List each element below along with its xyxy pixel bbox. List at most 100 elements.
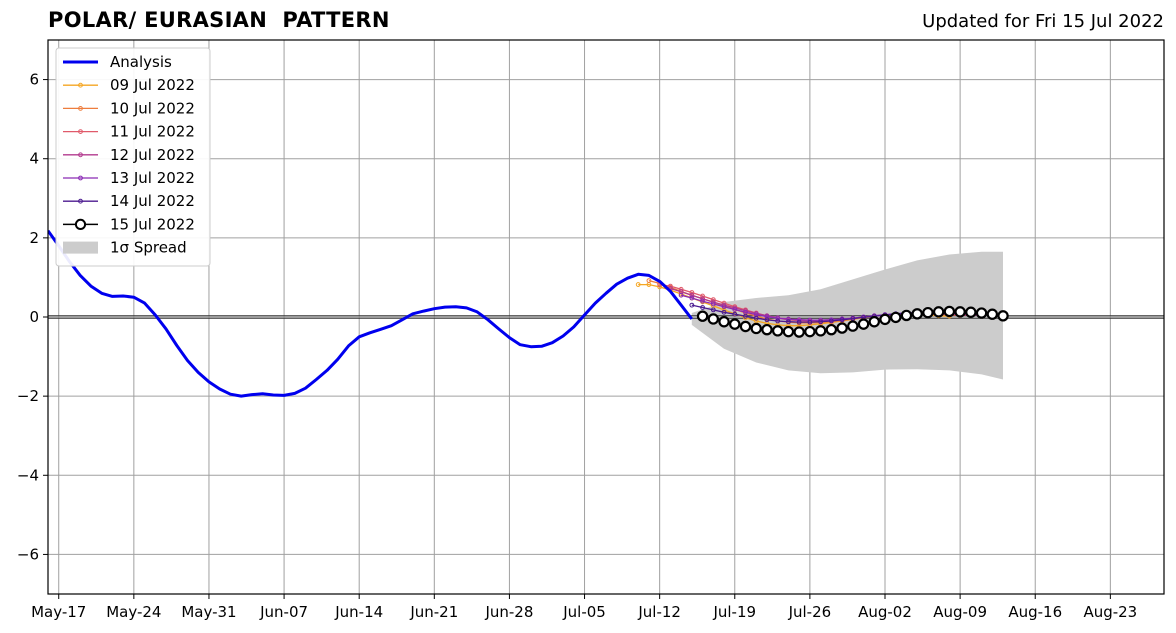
legend-marker [74, 218, 87, 230]
series-point [700, 298, 705, 304]
x-tick-label: May-31 [181, 603, 236, 621]
series-point [900, 309, 913, 322]
x-tick-label: May-17 [31, 603, 86, 621]
y-tick-label: 4 [29, 150, 39, 168]
series-point [635, 282, 641, 287]
series-point [743, 313, 748, 319]
series-point [739, 320, 752, 333]
legend-item: 1σ Spread [63, 239, 187, 257]
legend-marker [78, 82, 83, 88]
series-point [807, 319, 813, 325]
series-point [965, 306, 977, 318]
legend-label: 14 Jul 2022 [110, 192, 195, 210]
series-point [764, 314, 770, 320]
series-point [721, 309, 727, 315]
series-point [700, 305, 705, 310]
legend-swatch [63, 241, 98, 254]
series-point [932, 306, 945, 318]
series-point [753, 315, 759, 321]
series-point [793, 326, 805, 338]
legend-box [55, 47, 211, 267]
series-point [975, 307, 988, 319]
series-point [732, 307, 738, 312]
series-point [814, 325, 827, 337]
series-point [836, 322, 848, 334]
y-tick-label: 2 [29, 229, 39, 247]
x-tick-label: Aug-16 [1008, 603, 1062, 621]
series-point [911, 308, 923, 320]
series-point [775, 318, 781, 324]
chart-title: POLAR/ EURASIAN PATTERN [48, 8, 390, 32]
series-point [689, 295, 695, 301]
x-tick-label: Aug-23 [1083, 603, 1137, 621]
legend-marker [78, 129, 83, 135]
series-point [764, 317, 770, 323]
legend-marker [78, 106, 83, 111]
series-point [761, 323, 773, 336]
x-tick-label: May-24 [106, 603, 161, 621]
series-point [818, 319, 824, 325]
legend-item: 15 Jul 2022 [63, 215, 195, 233]
series-point [922, 306, 934, 319]
series-point [689, 302, 695, 308]
legend-item: 10 Jul 2022 [63, 99, 195, 117]
legend-label: 12 Jul 2022 [110, 146, 195, 164]
series-point [696, 310, 709, 322]
legend-label: 11 Jul 2022 [110, 123, 195, 141]
legend-label: 13 Jul 2022 [110, 169, 195, 187]
series-point [667, 283, 673, 289]
series-point [825, 323, 838, 336]
x-tick-label: Jul-19 [712, 603, 756, 621]
series-point [689, 292, 695, 298]
series-point [732, 311, 738, 317]
series-point [796, 319, 802, 325]
series-point [750, 322, 762, 335]
series-point [721, 304, 727, 310]
legend-marker [78, 198, 83, 204]
series-point [868, 316, 880, 328]
legend-item: 14 Jul 2022 [63, 192, 195, 210]
series-point [828, 318, 834, 324]
x-tick-label: Aug-09 [933, 603, 987, 621]
series-point [879, 313, 891, 326]
y-tick-label: 0 [29, 308, 39, 326]
legend-item: 12 Jul 2022 [63, 146, 195, 164]
chart-subtitle: Updated for Fri 15 Jul 2022 [922, 11, 1164, 32]
series-point [839, 317, 845, 323]
series-point [710, 307, 716, 313]
series-point [710, 301, 716, 307]
series-point [786, 319, 791, 325]
series-point [678, 292, 684, 298]
x-tick-label: Jun-14 [334, 603, 383, 621]
x-tick-label: Jul-12 [637, 603, 681, 621]
legend-item: Analysis [63, 53, 172, 71]
x-tick-label: Jun-28 [484, 603, 533, 621]
legend-item: 09 Jul 2022 [63, 76, 195, 94]
series-point [782, 325, 795, 338]
legend-label: 1σ Spread [110, 239, 187, 257]
legend-label: 10 Jul 2022 [110, 99, 195, 117]
analysis-line [48, 229, 693, 398]
legend-marker [78, 175, 83, 181]
series-point [986, 308, 999, 320]
series-point [689, 290, 695, 295]
series-point [700, 293, 705, 299]
x-tick-label: Aug-02 [858, 603, 912, 621]
series-point [890, 311, 902, 324]
series-point [997, 310, 1009, 322]
legend-label: Analysis [110, 53, 172, 71]
series-point [707, 313, 720, 325]
series-point [646, 278, 652, 283]
x-tick-label: Jun-21 [409, 603, 458, 621]
series-point [804, 325, 816, 338]
latest-forecast-series [696, 305, 1009, 338]
legend-label: 09 Jul 2022 [110, 76, 195, 94]
y-tick-label: −4 [17, 466, 39, 484]
series-point [729, 318, 741, 330]
series-point [943, 305, 956, 318]
series-point [847, 320, 859, 332]
series-point [771, 325, 784, 337]
legend-item: 11 Jul 2022 [63, 123, 195, 141]
